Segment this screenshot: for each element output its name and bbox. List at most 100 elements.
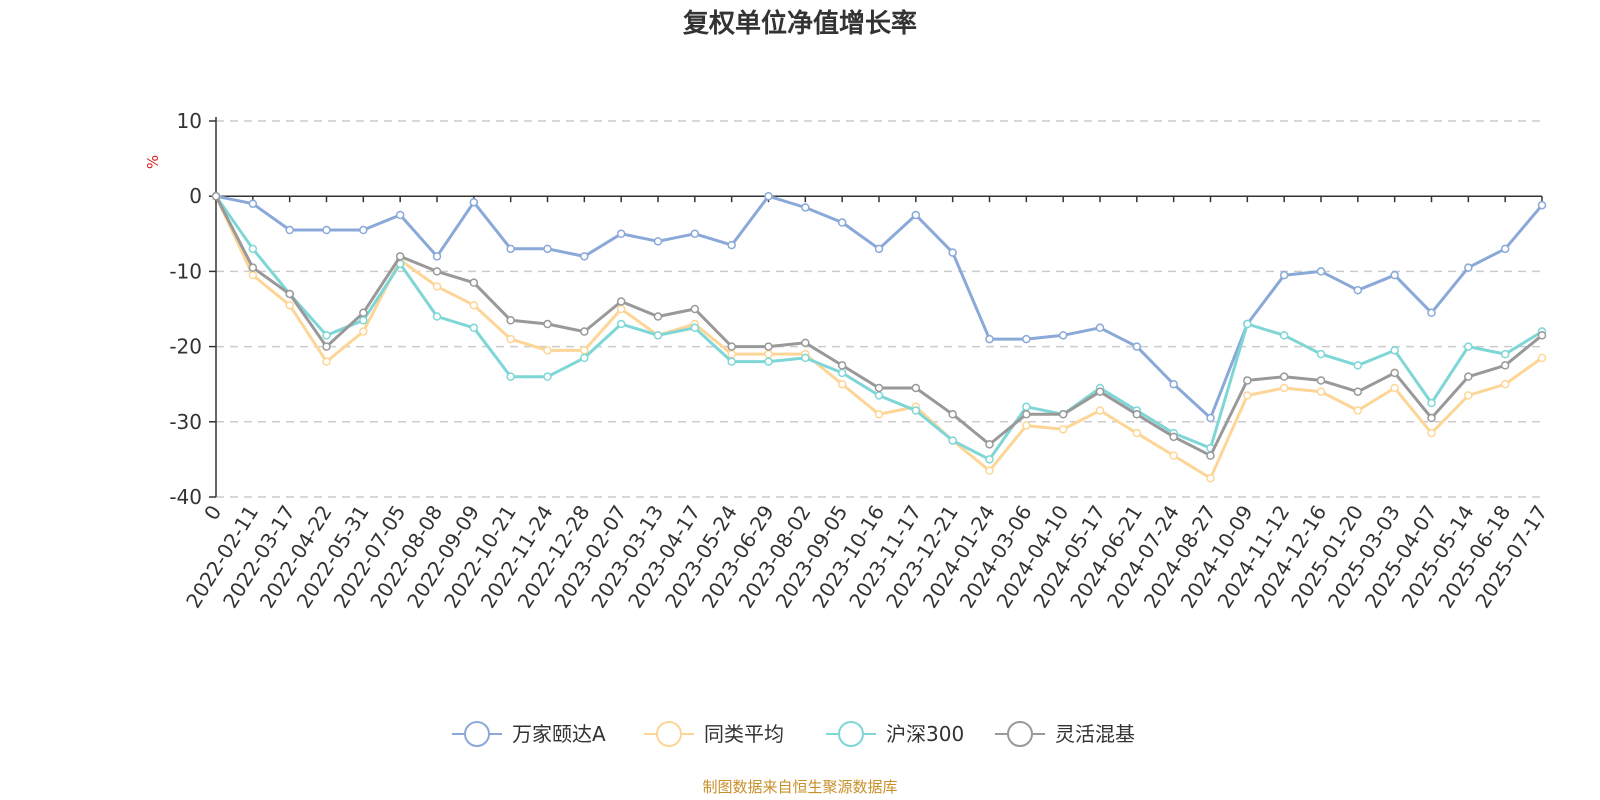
data-point [469,300,479,310]
data-point [1243,391,1252,400]
data-point [543,319,552,329]
data-point [690,323,700,333]
data-point [506,334,515,344]
data-point [1095,323,1105,333]
data-point [653,331,663,340]
data-point [1279,331,1289,340]
data-point [1464,372,1473,381]
data-point [911,210,921,220]
x-tick-label: 0 [199,501,226,525]
legend-label: 灵活混基 [1055,722,1135,746]
data-point [322,331,331,340]
data-point [1022,421,1031,430]
series-lines [211,191,1547,483]
data-point [248,244,258,254]
data-point [1464,391,1473,400]
data-point [690,229,700,239]
data-point [801,353,810,363]
data-point [1169,451,1178,460]
data-point [1427,413,1436,423]
data-point [1500,244,1510,254]
data-point [359,327,368,336]
data-point [1537,353,1547,363]
data-point [874,391,884,400]
data-point [1353,361,1363,370]
data-point [1058,331,1068,340]
data-point [1316,349,1326,359]
data-point [432,252,442,261]
data-point [985,440,994,449]
data-point [1279,270,1289,280]
data-point [322,342,331,351]
data-point [1279,372,1289,381]
legend-item[interactable]: 万家颐达A [452,721,606,747]
data-point [874,244,884,254]
data-point [1169,379,1178,389]
data-point [1353,406,1363,415]
data-point [248,270,258,280]
legend-item[interactable]: 灵活混基 [995,721,1135,747]
data-point [616,319,626,329]
data-point [1390,270,1399,280]
legend-marker [656,721,682,747]
data-point [1206,413,1215,423]
data-point [580,252,589,261]
data-point [580,346,589,355]
data-point [1537,200,1547,210]
data-point [580,353,589,363]
data-point [1243,319,1252,329]
data-point [322,225,331,235]
legend-marker [1007,721,1033,747]
data-point [1464,342,1473,351]
data-point [285,289,294,299]
chart-title: 复权单位净值增长率 [683,8,917,39]
data-point [1427,398,1436,408]
data-point [1279,383,1289,393]
data-point [506,244,515,254]
data-point [1095,406,1105,415]
legend-label: 万家颐达A [512,722,606,746]
y-tick-label: -30 [169,410,202,434]
data-point [616,229,626,239]
data-point [616,297,626,306]
data-point [616,304,626,314]
data-point [1353,285,1363,295]
data-point [543,346,552,355]
data-point [837,368,847,378]
data-point [1132,342,1142,351]
legend-label: 同类平均 [704,722,784,746]
series-line [214,195,1543,461]
data-point [837,379,847,389]
data-point [653,312,663,321]
legend[interactable]: 万家颐达A 同类平均 沪深300 灵活混基 [452,721,1135,747]
data-point [727,349,736,359]
data-point [506,372,515,381]
data-point [359,316,368,325]
data-point [911,383,921,393]
legend-item[interactable]: 沪深300 [826,721,964,747]
data-point [543,244,552,254]
legend-item[interactable]: 同类平均 [644,721,784,747]
legend-marker [464,721,490,747]
series-0 [211,191,1547,423]
data-point [911,406,921,415]
data-point [211,191,221,201]
data-point [1022,410,1031,419]
data-point [1169,432,1178,442]
data-point [727,240,736,250]
data-point [580,327,589,336]
data-point [1316,387,1326,396]
data-point [543,372,552,381]
series-3 [211,191,1547,460]
data-point [764,191,773,201]
data-point [1206,451,1215,460]
data-point [653,237,663,246]
y-tick-label: -20 [169,335,202,359]
data-point [1500,379,1510,389]
data-point [1316,267,1326,276]
legend-marker [838,721,864,747]
data-point [1537,331,1547,340]
data-point [469,197,479,207]
